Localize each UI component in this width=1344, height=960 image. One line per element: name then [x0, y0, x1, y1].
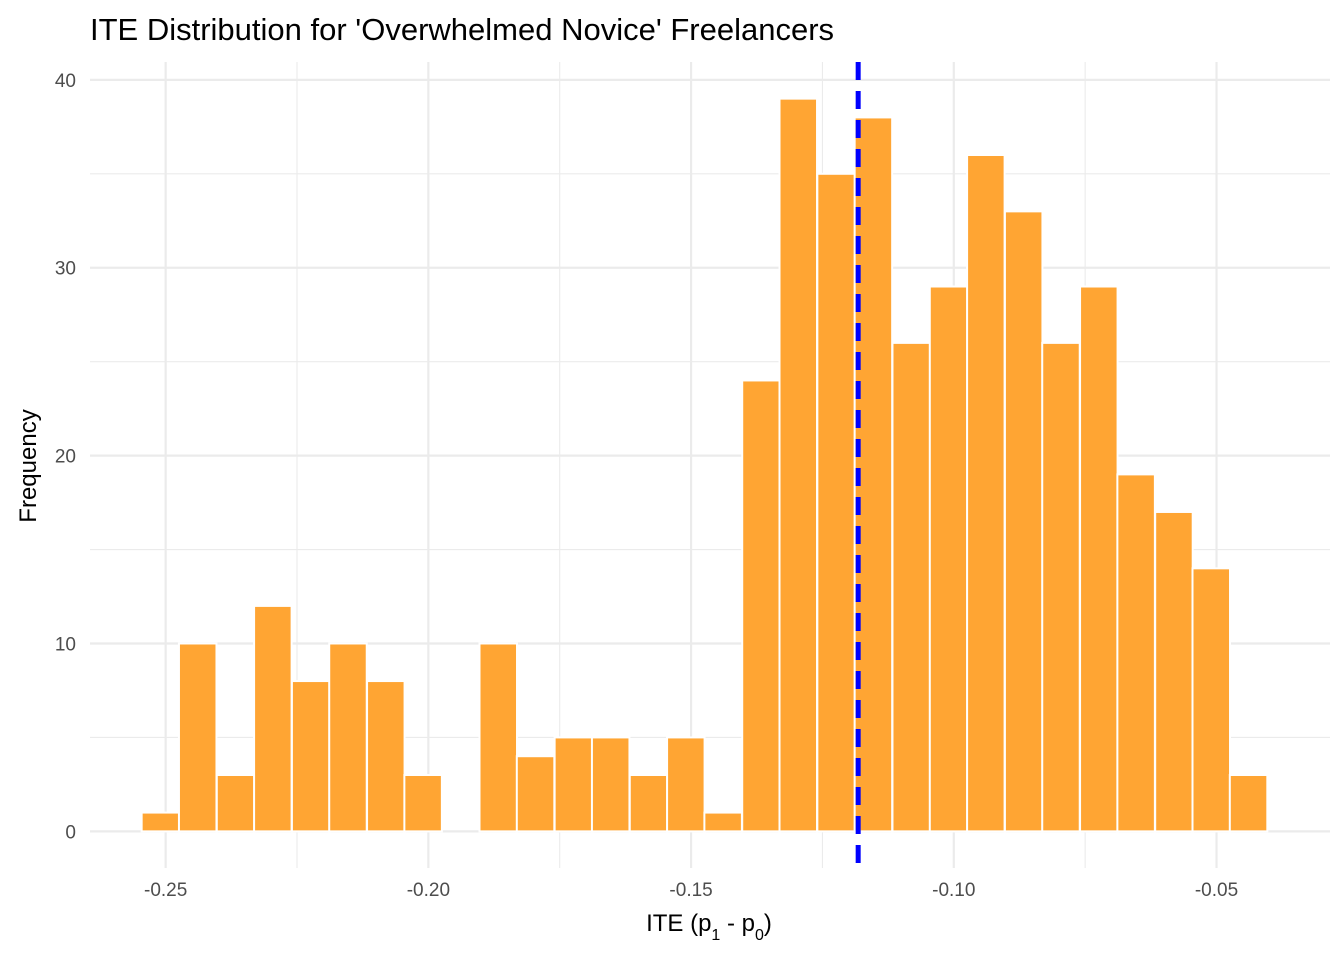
histogram-bar	[853, 116, 894, 833]
x-tick-labels: -0.25 -0.20 -0.15 -0.10 -0.05	[144, 880, 1238, 901]
x-axis-title: ITE (p1 - p0)	[646, 910, 772, 944]
histogram-bars	[140, 97, 1269, 833]
x-tick-label: -0.05	[1195, 880, 1238, 901]
y-tick-label: 20	[55, 447, 76, 468]
histogram-bar	[1228, 774, 1269, 833]
y-axis-title: Frequency	[15, 409, 42, 522]
histogram-bar	[778, 97, 819, 833]
histogram-bar	[515, 755, 556, 833]
histogram-bar	[741, 379, 781, 833]
histogram-bar	[666, 736, 706, 833]
histogram-bar	[1116, 473, 1156, 833]
x-tick-label: -0.20	[407, 880, 450, 901]
histogram-bar	[703, 811, 743, 833]
histogram-bar	[403, 774, 443, 833]
histogram-bar	[328, 642, 368, 833]
histogram-bar	[366, 680, 406, 833]
x-axis-title-sub0: 0	[755, 927, 764, 944]
x-tick-label: -0.15	[669, 880, 712, 901]
histogram-bar	[1154, 510, 1194, 833]
histogram-bar	[177, 642, 218, 833]
x-tick-label: -0.25	[144, 880, 187, 901]
x-tick-label: -0.10	[932, 880, 975, 901]
histogram-bar	[253, 604, 293, 833]
y-tick-label: 40	[55, 71, 76, 92]
histogram-bar	[215, 774, 256, 833]
histogram-bar	[1079, 285, 1119, 833]
histogram-bar	[590, 736, 631, 833]
y-tick-labels: 0 10 20 30 40	[55, 71, 76, 844]
x-axis-title-main: ITE (p	[646, 910, 711, 937]
x-axis-title-sub1: 1	[711, 927, 720, 944]
histogram-bar	[478, 642, 519, 833]
y-tick-label: 10	[55, 634, 76, 655]
histogram-bar	[628, 774, 669, 833]
histogram-bar	[1041, 341, 1081, 833]
y-tick-label: 30	[55, 259, 76, 280]
histogram-bar	[1191, 567, 1232, 833]
histogram-bar	[816, 172, 856, 833]
histogram-bar	[966, 154, 1006, 833]
x-axis-title-end: )	[764, 910, 772, 937]
chart-title: ITE Distribution for 'Overwhelmed Novice…	[90, 12, 834, 47]
histogram-bar	[928, 285, 969, 833]
histogram-bar	[553, 736, 594, 833]
histogram-bar	[891, 341, 931, 833]
x-axis-title-mid: - p	[720, 910, 755, 937]
histogram-bar	[140, 811, 181, 833]
histogram-bar	[290, 680, 331, 833]
y-tick-label: 0	[65, 822, 76, 843]
histogram-bar	[1003, 210, 1044, 833]
